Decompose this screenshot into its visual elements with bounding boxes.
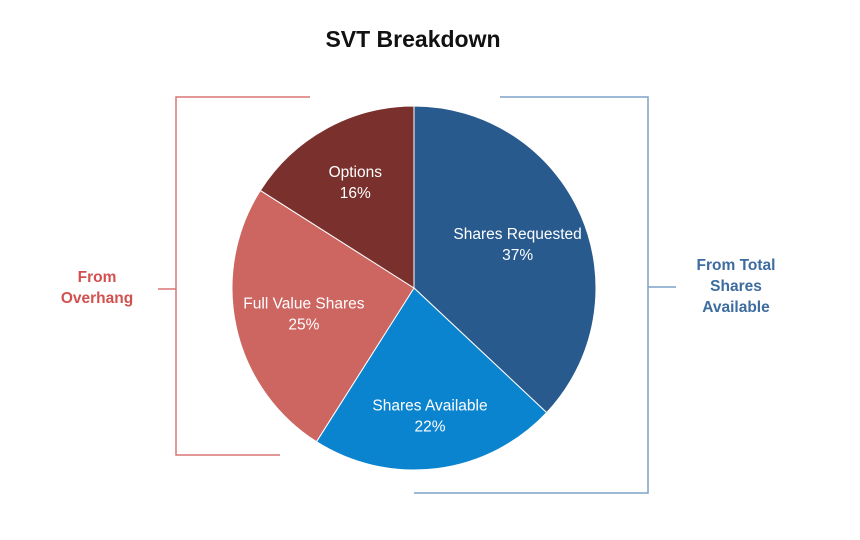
total-shares-group-label-line-2: Shares: [710, 278, 762, 295]
overhang-group-label-line-2: Overhang: [61, 290, 133, 307]
slice-full-value-shares: [231, 189, 415, 443]
overhang-group-label-line-1: From: [78, 269, 117, 286]
slice-shares-available: [315, 287, 548, 471]
slice-options: [259, 105, 415, 289]
slice-shares-requested-label: Shares Requested: [453, 226, 581, 243]
overhang-bracket: [158, 96, 310, 456]
overhang-group-label: From Overhang: [61, 269, 133, 307]
slice-shares-requested: [413, 105, 597, 414]
total-shares-group-label: From Total Shares Available: [697, 257, 776, 316]
slice-options-value: 16%: [340, 185, 371, 202]
slice-shares-available-value: 22%: [414, 418, 445, 435]
total-shares-group-label-line-3: Available: [702, 299, 770, 316]
chart-title: SVT Breakdown: [325, 26, 500, 52]
slice-shares-requested-value: 37%: [502, 247, 533, 264]
slice-full-value-shares-value: 25%: [288, 317, 319, 334]
total-shares-bracket: [414, 96, 676, 494]
slice-shares-available-label: Shares Available: [372, 397, 487, 414]
pie-slices: [231, 105, 597, 471]
slice-options-label: Options: [329, 164, 383, 181]
pie-labels: Shares Requested 37% Shares Available 22% Fu…: [243, 164, 581, 435]
total-shares-group-label-line-1: From Total: [697, 257, 776, 274]
slice-full-value-shares-label: Full Value Shares: [243, 296, 364, 313]
